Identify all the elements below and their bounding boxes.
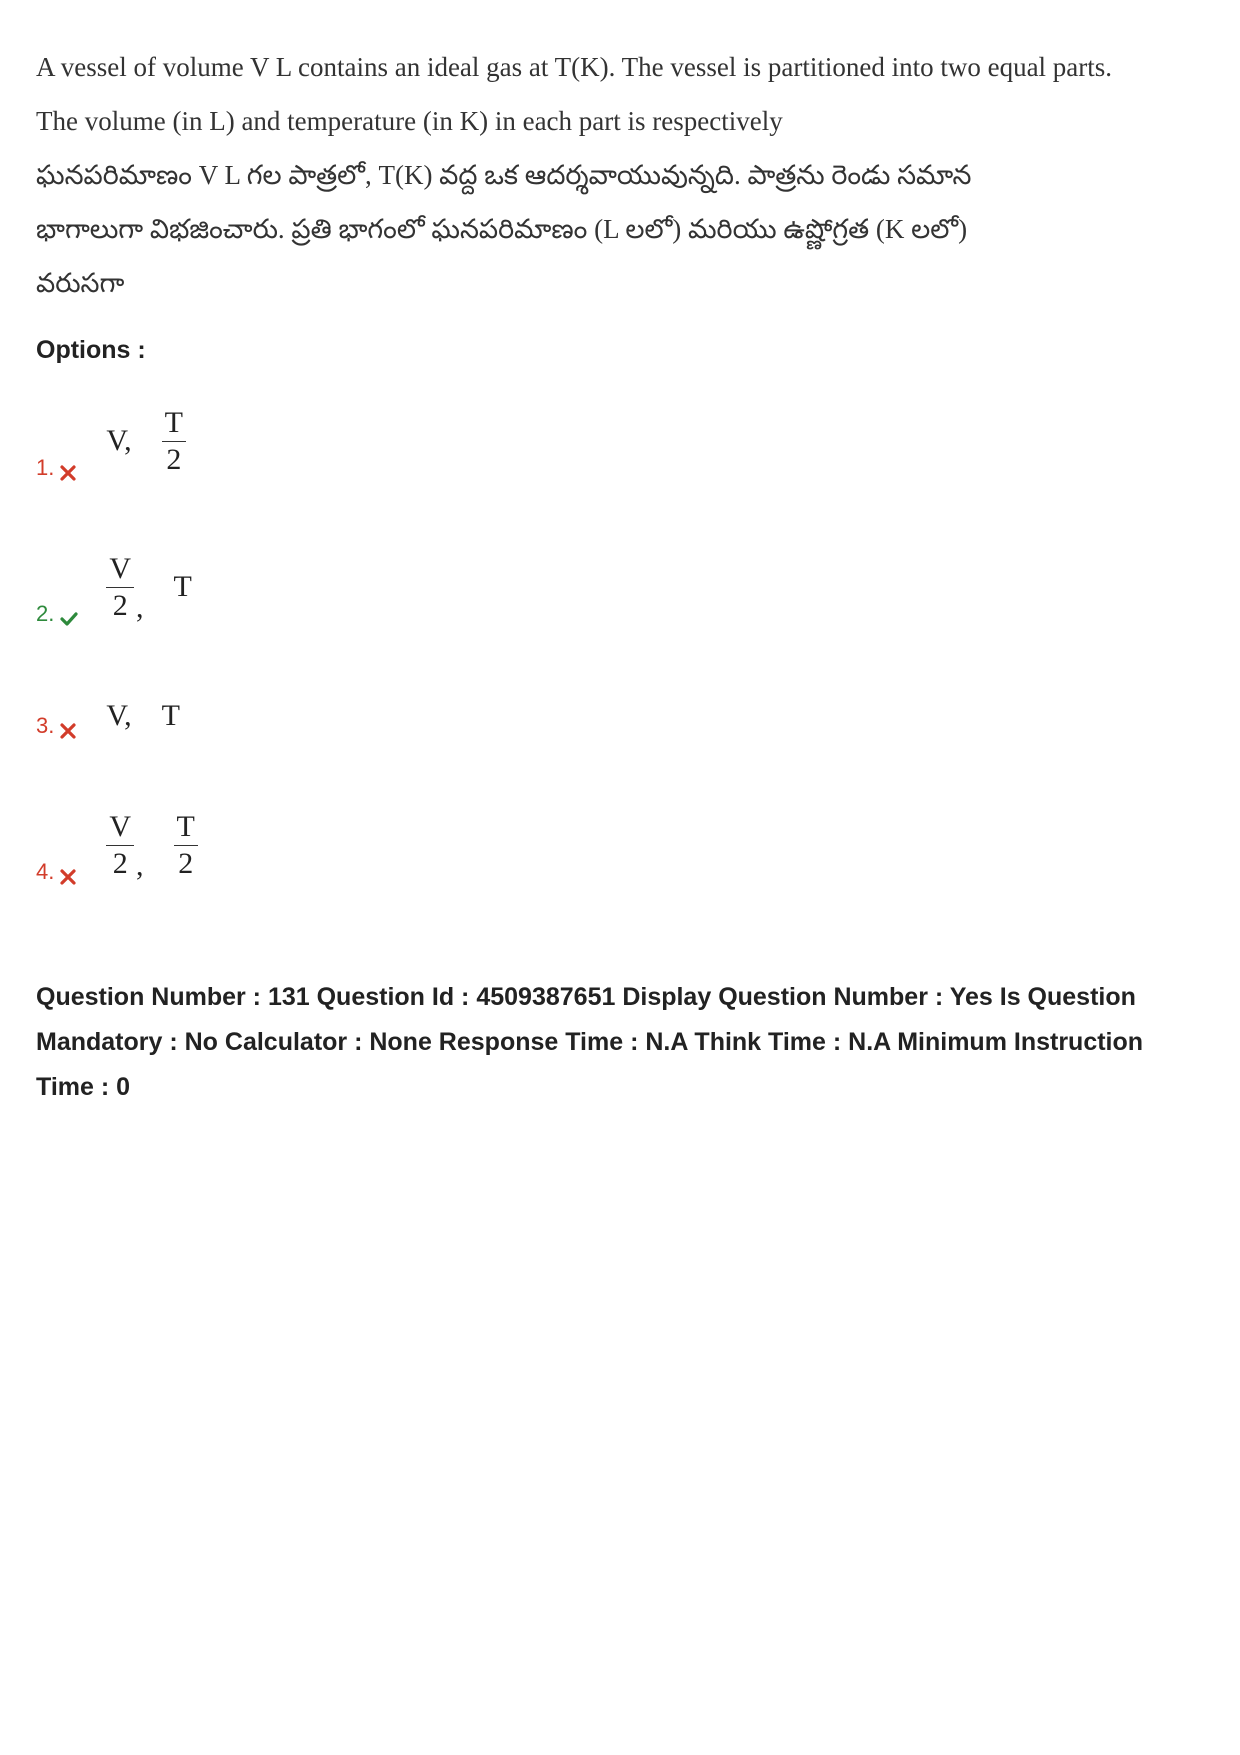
cross-icon bbox=[60, 465, 80, 481]
comma: , bbox=[136, 849, 144, 883]
option-term-2: T bbox=[162, 699, 180, 733]
option-number: 4. bbox=[36, 859, 54, 885]
option-term-2: T 2 bbox=[162, 407, 186, 475]
option-term-1: V, bbox=[106, 699, 131, 733]
question-telugu-line-1: ఘనపరిమాణం V L గల పాత్రలో, T(K) వద్ద ఒక ఆ… bbox=[36, 148, 1204, 202]
fraction-bar bbox=[106, 845, 134, 846]
question-metadata: Question Number : 131 Question Id : 4509… bbox=[36, 975, 1204, 1110]
option-term-1: V 2 , bbox=[106, 811, 143, 879]
option-math: V 2 , T 2 bbox=[106, 811, 198, 879]
option-term-2: T bbox=[174, 570, 192, 604]
check-icon bbox=[60, 611, 80, 627]
option-math: V 2 , T bbox=[106, 553, 192, 621]
option-row: 1. V, T 2 bbox=[36, 413, 1204, 481]
fraction-denominator: 2 bbox=[163, 444, 184, 476]
cross-icon bbox=[60, 723, 80, 739]
fraction-numerator: V bbox=[106, 553, 134, 585]
option-row: 3. V, T bbox=[36, 705, 1204, 739]
question-telugu-line-2: భాగాలుగా విభజించారు. ప్రతి భాగంలో ఘనపరిమ… bbox=[36, 202, 1204, 256]
fraction-bar bbox=[174, 845, 198, 846]
option-term-2: T 2 bbox=[174, 811, 198, 879]
option-row: 4. V 2 , T 2 bbox=[36, 817, 1204, 885]
option-math: V, T 2 bbox=[106, 407, 186, 475]
cross-icon bbox=[60, 869, 80, 885]
page: A vessel of volume V L contains an ideal… bbox=[0, 0, 1240, 1150]
fraction-numerator: V bbox=[106, 811, 134, 843]
fraction-denominator: 2 bbox=[175, 848, 196, 880]
question-text: A vessel of volume V L contains an ideal… bbox=[36, 40, 1204, 310]
option-term-1: V 2 , bbox=[106, 553, 143, 621]
option-number: 3. bbox=[36, 713, 54, 739]
fraction-denominator: 2 bbox=[110, 590, 131, 622]
question-english-line-2: The volume (in L) and temperature (in K)… bbox=[36, 94, 1204, 148]
option-number: 2. bbox=[36, 601, 54, 627]
comma: , bbox=[136, 591, 144, 625]
option-term-1: V, bbox=[106, 424, 131, 458]
question-english-line-1: A vessel of volume V L contains an ideal… bbox=[36, 40, 1204, 94]
question-telugu-line-3: వరుసగా bbox=[36, 256, 1204, 310]
fraction-bar bbox=[106, 587, 134, 588]
fraction-bar bbox=[162, 441, 186, 442]
fraction: T 2 bbox=[174, 811, 198, 879]
fraction-numerator: T bbox=[162, 407, 186, 439]
option-math: V, T bbox=[106, 699, 180, 733]
fraction: V 2 bbox=[106, 553, 134, 621]
options-heading: Options : bbox=[36, 336, 1204, 365]
fraction-denominator: 2 bbox=[110, 848, 131, 880]
option-row: 2. V 2 , T bbox=[36, 559, 1204, 627]
option-number: 1. bbox=[36, 455, 54, 481]
fraction-numerator: T bbox=[174, 811, 198, 843]
fraction: T 2 bbox=[162, 407, 186, 475]
fraction: V 2 bbox=[106, 811, 134, 879]
